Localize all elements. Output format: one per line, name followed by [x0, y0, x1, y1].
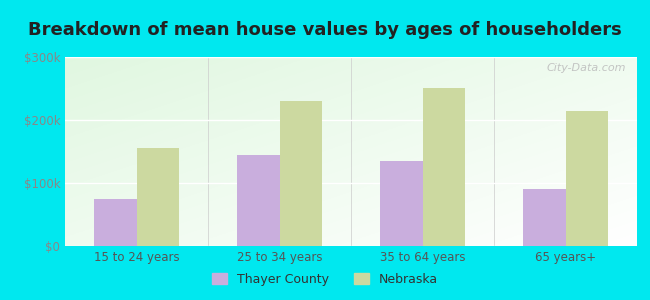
Bar: [523, 189, 566, 246]
Bar: [237, 154, 280, 246]
Bar: [422, 88, 465, 246]
Bar: [94, 199, 136, 246]
Bar: [380, 161, 422, 246]
Text: City-Data.com: City-Data.com: [546, 63, 625, 73]
Legend: Thayer County, Nebraska: Thayer County, Nebraska: [207, 268, 443, 291]
Bar: [566, 110, 608, 246]
Bar: [280, 101, 322, 246]
Bar: [136, 148, 179, 246]
Text: Breakdown of mean house values by ages of householders: Breakdown of mean house values by ages o…: [28, 21, 622, 39]
